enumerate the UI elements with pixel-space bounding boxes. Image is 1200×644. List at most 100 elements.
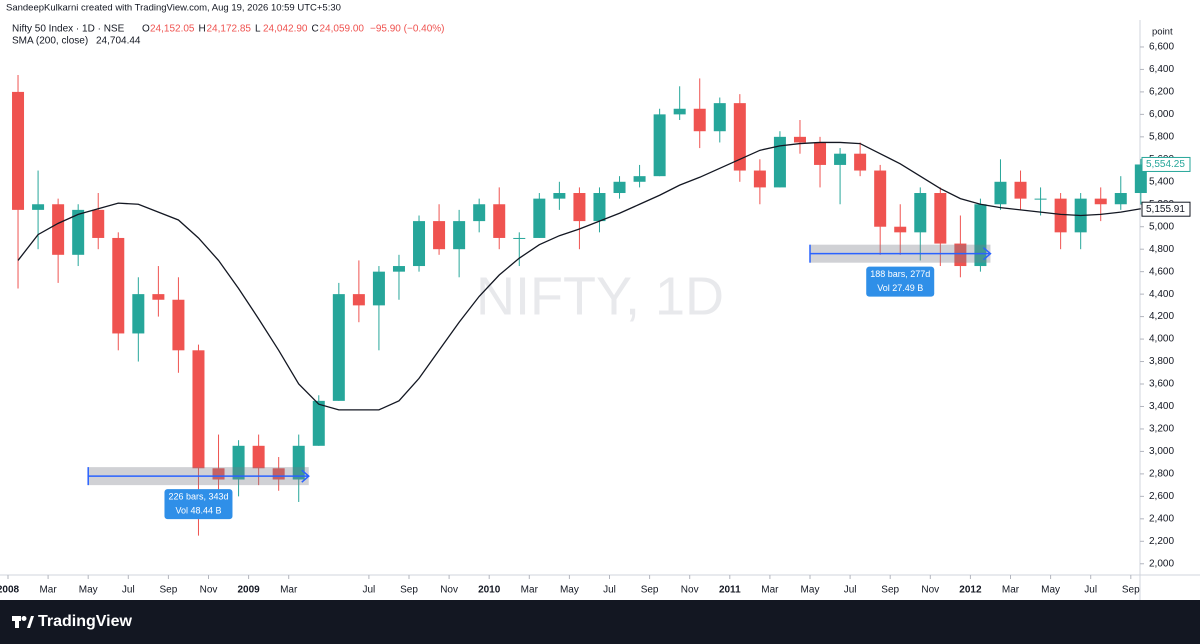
symbol-title: Nifty 50 Index · 1D · NSE [12,24,125,35]
ohlc-value: 24,172.85 [207,24,252,35]
candle-body [192,350,205,469]
candle-body [914,193,927,233]
footer-bar [0,600,1200,644]
candle-body [312,400,325,446]
candle-body [814,142,827,165]
x-tick-label: Nov [681,585,699,596]
x-tick-label: Jul [363,585,376,596]
y-tick-label: 6,600 [1149,42,1174,53]
x-tick-label: May [560,585,579,596]
candle-body [413,221,426,267]
measure-text: 188 bars, 277d [870,269,930,279]
measure-arrow [301,469,310,483]
candle-body [392,266,405,272]
y-tick-label: 2,200 [1149,536,1174,547]
candle-body [232,445,245,480]
ohlc-key: L [255,24,261,35]
candle-body [1114,193,1127,205]
x-tick-label: 2009 [237,585,260,596]
candle-body [473,204,486,222]
x-tick-label: Mar [761,585,779,596]
candle-body [994,181,1007,205]
ohlc-value: 24,059.00 [320,24,365,35]
ohlc-key: H [199,24,206,35]
y-tick-label: 3,600 [1149,379,1174,390]
x-tick-label: Jul [603,585,616,596]
y-tick-label: 6,400 [1149,64,1174,75]
measure-box [164,489,233,520]
candle-body [854,153,867,171]
candle-body [132,294,145,334]
candle-body [773,136,786,188]
candle-body [1094,198,1107,205]
footer-brand: TradingView [38,613,133,630]
y-tick-label: 3,800 [1149,356,1174,367]
x-tick-label: Sep [400,585,418,596]
x-tick-label: Nov [200,585,218,596]
candle-body [934,193,947,244]
watermark: NIFTY, 1D [476,266,724,326]
candle-body [553,193,566,199]
x-tick-label: Mar [521,585,539,596]
candle-body [954,243,967,267]
ohlc-value: 24,152.05 [150,24,195,35]
candle-body [974,204,987,267]
candle-body [894,226,907,233]
measure-text: Vol 27.49 B [877,283,923,293]
candle-body [793,136,806,143]
candle-body [613,181,626,194]
indicator-name: SMA (200, close) [12,36,88,47]
x-tick-label: 2010 [478,585,501,596]
axis-unit: point [1152,27,1173,38]
candle-body [272,468,285,480]
candle-body [172,299,185,351]
y-tick-label: 6,200 [1149,87,1174,98]
candle-body [593,193,606,222]
ohlc-change: −95.90 (−0.40%) [370,24,445,35]
candle-body [112,237,125,334]
candle-body [453,221,466,250]
y-tick-label: 2,600 [1149,491,1174,502]
candle-body [713,103,726,132]
measure-box [866,266,935,297]
indicator-value: 24,704.44 [96,36,141,47]
candle-body [733,103,746,171]
candle-body [1054,198,1067,233]
x-tick-label: Sep [1122,585,1140,596]
y-tick-label: 4,800 [1149,244,1174,255]
y-tick-label: 4,000 [1149,334,1174,345]
x-tick-label: Mar [1002,585,1020,596]
x-tick-label: Mar [39,585,57,596]
price-label: 5,155.91 [1146,204,1185,215]
x-tick-label: Sep [881,585,899,596]
y-tick-label: 3,400 [1149,401,1174,412]
x-tick-label: Sep [641,585,659,596]
candle-body [1034,198,1047,200]
candle-body [12,91,25,210]
candle-body [52,204,65,255]
candle-body [633,176,646,182]
x-tick-label: Mar [280,585,298,596]
x-tick-label: May [79,585,98,596]
y-tick-label: 4,600 [1149,266,1174,277]
x-tick-label: May [801,585,820,596]
measure-arrow [982,247,992,261]
logo-part [15,616,19,628]
tv-logo [12,616,34,628]
candle-body [72,209,85,255]
logo-part [21,616,27,621]
x-tick-label: Nov [921,585,939,596]
candle-body [433,221,446,250]
y-tick-label: 2,800 [1149,469,1174,480]
x-tick-label: May [1041,585,1060,596]
measure-text: Vol 48.44 B [175,506,221,516]
x-tick-label: Jul [122,585,135,596]
y-tick-label: 5,400 [1149,176,1174,187]
ohlc-key: C [312,24,319,35]
y-tick-label: 2,000 [1149,558,1174,569]
candle-body [693,108,706,132]
x-tick-label: Sep [160,585,178,596]
y-tick-label: 3,200 [1149,424,1174,435]
